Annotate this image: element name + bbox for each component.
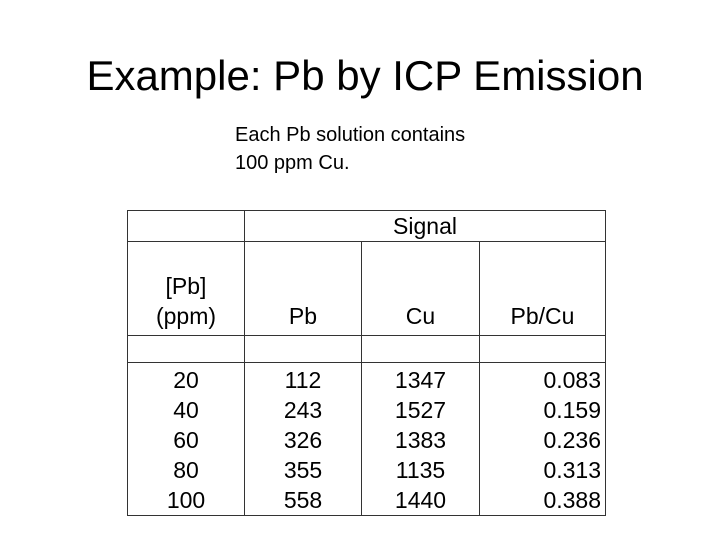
concentration-column: 20 40 60 80 100: [127, 362, 245, 516]
concentration-header-line-2: (ppm): [155, 303, 217, 329]
spacer-cell: [361, 335, 480, 363]
concentration-value: 80: [173, 457, 199, 483]
pb-signal-column: 112 243 326 355 558: [244, 362, 362, 516]
concentration-value: 60: [173, 427, 199, 453]
table-column-header-row: [Pb] (ppm) Pb Cu Pb/Cu: [127, 241, 607, 336]
ratio-header: Pb/Cu: [478, 241, 607, 336]
table-spacer-row: [127, 335, 607, 363]
signal-group-header: Signal: [243, 210, 607, 242]
spacer-cell: [478, 335, 607, 363]
table-group-header-row: Signal: [127, 210, 607, 242]
pb-signal-header: Pb: [244, 241, 362, 336]
ratio-value: 0.083: [543, 367, 602, 393]
cu-signal-value: 1383: [394, 427, 447, 453]
spacer-cell: [127, 335, 245, 363]
subtitle-line-1: Each Pb solution contains: [235, 124, 466, 146]
concentration-value: 100: [166, 487, 206, 513]
concentration-value: 20: [173, 367, 199, 393]
concentration-header-line-1: [Pb]: [165, 273, 207, 299]
table-data-row: 20 40 60 80 100 112 243 326 355 558 1347…: [127, 362, 607, 516]
pb-signal-value: 558: [283, 487, 323, 513]
ratio-value: 0.159: [543, 397, 602, 423]
subtitle-note: Each Pb solution contains 100 ppm Cu.: [235, 121, 465, 177]
spacer-cell: [244, 335, 362, 363]
ratio-value: 0.236: [543, 427, 602, 453]
cu-signal-value: 1347: [394, 367, 447, 393]
subtitle-line-2: 100 ppm Cu.: [235, 152, 350, 174]
cu-signal-value: 1527: [394, 397, 447, 423]
concentration-value: 40: [173, 397, 199, 423]
pb-signal-value: 112: [284, 367, 322, 393]
ratio-value: 0.388: [543, 487, 602, 513]
concentration-header: [Pb] (ppm): [127, 241, 245, 336]
ratio-column: 0.083 0.159 0.236 0.313 0.388: [478, 362, 607, 516]
cu-signal-value: 1135: [395, 457, 446, 483]
pb-signal-value: 355: [283, 457, 323, 483]
cu-signal-header: Cu: [361, 241, 480, 336]
calibration-table: Signal [Pb] (ppm) Pb Cu Pb/Cu 20 40 60 8…: [127, 210, 607, 516]
pb-signal-value: 326: [283, 427, 323, 453]
cu-signal-column: 1347 1527 1383 1135 1440: [361, 362, 480, 516]
pb-signal-value: 243: [283, 397, 323, 423]
cu-signal-value: 1440: [394, 487, 447, 513]
empty-header-cell: [127, 210, 245, 242]
ratio-value: 0.313: [543, 457, 602, 483]
slide-title: Example: Pb by ICP Emission: [86, 52, 644, 99]
